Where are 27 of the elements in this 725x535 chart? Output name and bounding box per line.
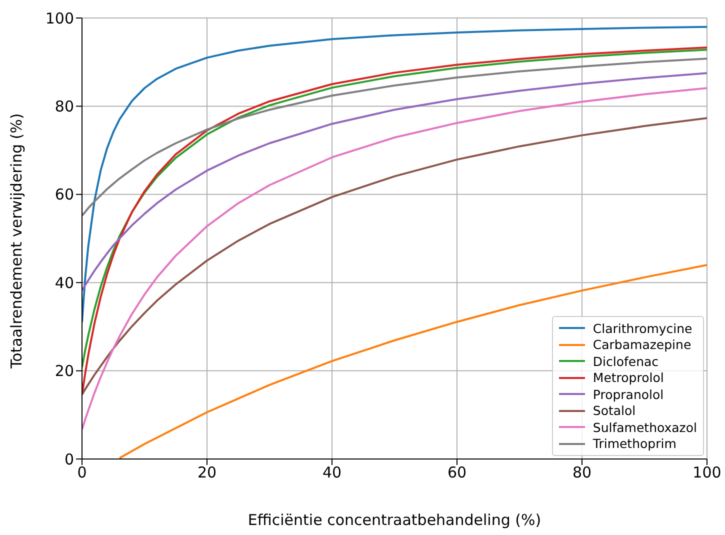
y-axis-title: Totaalrendement verwijdering (%) [7,113,26,370]
legend-label: Sotalol [592,403,636,418]
y-tick-label: 60 [54,186,74,204]
legend-label: Carbamazepine [592,337,692,352]
x-tick-label: 80 [572,464,592,482]
line-series [82,87,707,430]
line-series [118,264,707,459]
y-tick-label: 100 [45,9,74,28]
legend-label: Diclofenac [592,354,659,369]
x-tick-label: 20 [197,464,217,482]
line-series [82,72,707,292]
x-tick-label: 0 [77,464,87,482]
legend-label: Propranolol [592,386,664,402]
x-axis-title: Efficiëntie concentraatbehandeling (%) [248,511,542,529]
y-tick-label: 0 [64,450,74,468]
legend-label: Sulfamethoxazol [592,420,697,435]
x-tick-label: 40 [322,464,342,482]
y-tick-label: 40 [54,274,74,292]
legend-label: Clarithromycine [592,320,692,336]
y-tick-label: 20 [54,362,74,380]
x-tick-label: 100 [692,464,722,482]
y-tick-label: 80 [54,98,74,116]
x-tick-label: 60 [447,464,467,482]
legend-label: Metroprolol [592,370,664,386]
line-series [82,58,707,217]
line-series [82,26,707,324]
legend-label: Trimethoprim [592,436,676,452]
